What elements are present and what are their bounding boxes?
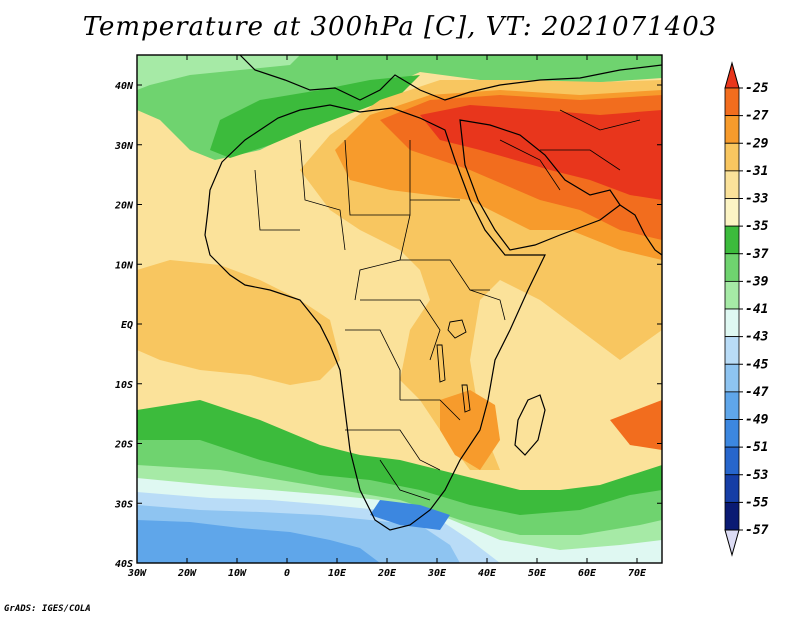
africa-coastline — [204, 104, 546, 531]
colorbar-swatch — [724, 225, 740, 255]
lon-tick-label: 70E — [628, 568, 647, 579]
colorbar-label: -25 — [745, 81, 769, 96]
field-north-green-light — [137, 55, 300, 90]
lon-tick-label: 10W — [228, 568, 247, 579]
colorbar-swatch — [724, 363, 740, 393]
colorbar-swatch — [724, 391, 740, 420]
lat-tick-label: 20N — [114, 201, 134, 212]
chart-title: Temperature at 300hPa [C], VT: 202107140… — [82, 12, 718, 42]
latitude-axis: 40N 30N 20N 10N EQ 10S 20S 30S 40S — [114, 81, 662, 570]
colorbar-swatch — [724, 198, 740, 227]
temperature-field — [137, 55, 662, 563]
colorbar-swatch — [724, 336, 740, 365]
lon-tick-label: 30E — [427, 568, 447, 579]
colorbar: -25 -27 -29 -31 -33 -35 -37 -39 -41 -43 -45 -47 -49 -… — [724, 61, 769, 557]
longitude-axis: 30W 20W 10W 0 10E 20E 30E 40E 50E 60E 70E — [127, 55, 647, 579]
colorbar-top-arrow — [724, 61, 740, 89]
lon-tick-label: 40E — [478, 568, 497, 579]
colorbar-label: -43 — [745, 330, 769, 345]
colorbar-swatch — [724, 501, 740, 531]
map-frame — [136, 54, 663, 564]
colorbar-label: -47 — [745, 385, 769, 400]
colorbar-swatch — [724, 280, 740, 310]
colorbar-label: -55 — [745, 495, 769, 510]
colorbar-swatch — [724, 446, 740, 476]
colorbar-swatch — [724, 87, 740, 117]
colorbar-label: -41 — [745, 302, 768, 317]
colorbar-swatch — [724, 308, 740, 338]
lat-tick-label: 40S — [115, 559, 133, 570]
lon-tick-label: 30W — [127, 568, 147, 579]
colorbar-label: -33 — [745, 192, 769, 207]
field-south-blue-3 — [137, 520, 380, 563]
colorbar-swatch — [724, 474, 740, 503]
colorbar-swatch — [724, 115, 740, 144]
lat-tick-label: 10S — [115, 380, 133, 391]
colorbar-label: -37 — [745, 247, 769, 262]
colorbar-label: -57 — [745, 523, 769, 538]
lon-tick-label: 10E — [328, 568, 347, 579]
colorbar-swatch — [724, 142, 740, 172]
colorbar-swatch — [724, 253, 740, 282]
lat-tick-label: 10N — [115, 260, 134, 271]
lat-tick-label: 30N — [114, 141, 134, 152]
lake-malawi — [461, 384, 471, 413]
lake-victoria — [447, 319, 467, 339]
colorbar-label: -29 — [745, 136, 769, 151]
colorbar-label: -39 — [745, 274, 769, 289]
lat-tick-label: EQ — [121, 320, 133, 331]
colorbar-label: -49 — [745, 413, 769, 428]
lon-tick-label: 60E — [578, 568, 597, 579]
colorbar-label: -45 — [745, 357, 769, 372]
colorbar-label: -31 — [745, 164, 768, 179]
field-atlantic-pale — [137, 260, 340, 385]
colorbar-label: -35 — [745, 219, 769, 234]
asia-coastline — [619, 204, 662, 256]
colorbar-label: -53 — [745, 468, 769, 483]
colorbar-label: -27 — [745, 109, 769, 124]
madagascar-coastline — [514, 394, 546, 456]
colorbar-bottom-arrow — [724, 529, 740, 557]
field-warm-madagascar — [610, 400, 662, 450]
country-borders — [254, 109, 641, 501]
lat-tick-label: 20S — [114, 440, 133, 451]
europe-coastline — [239, 55, 662, 101]
field-south-blue-4 — [370, 500, 450, 530]
arabia-coastline — [459, 119, 621, 251]
lon-tick-label: 50E — [528, 568, 547, 579]
lon-tick-label: 20W — [177, 568, 197, 579]
colorbar-swatch — [724, 419, 740, 448]
lon-tick-label: 20E — [377, 568, 397, 579]
colorbar-label: -51 — [745, 440, 768, 455]
colorbar-swatch — [724, 170, 740, 199]
lake-tanganyika — [436, 344, 446, 383]
lon-tick-label: 0 — [284, 568, 290, 579]
lat-tick-label: 30S — [114, 499, 133, 510]
credit-label: GrADS: IGES/COLA — [4, 604, 91, 614]
lat-tick-label: 40N — [115, 81, 134, 92]
